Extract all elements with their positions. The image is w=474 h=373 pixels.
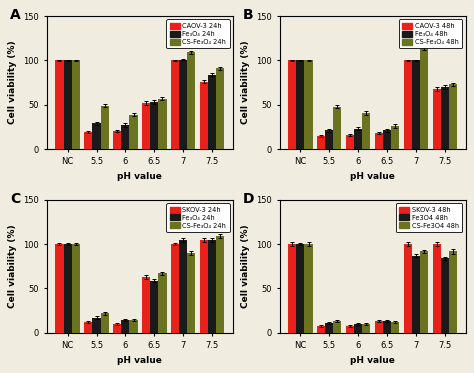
Bar xyxy=(113,324,121,333)
Bar xyxy=(208,240,216,333)
Text: D: D xyxy=(243,192,254,206)
Bar xyxy=(325,323,333,333)
Bar xyxy=(100,106,109,149)
Bar xyxy=(391,126,400,149)
Bar xyxy=(129,320,137,333)
Bar xyxy=(171,244,179,333)
Text: C: C xyxy=(10,192,20,206)
Bar xyxy=(171,60,179,149)
Bar xyxy=(64,244,72,333)
Bar xyxy=(142,277,150,333)
Bar xyxy=(55,60,64,149)
Bar xyxy=(412,256,420,333)
Bar xyxy=(100,313,109,333)
Bar xyxy=(325,131,333,149)
Bar xyxy=(150,102,158,149)
Bar xyxy=(433,244,441,333)
Y-axis label: Cell viability (%): Cell viability (%) xyxy=(9,41,18,125)
Bar xyxy=(404,60,412,149)
Bar xyxy=(383,131,391,149)
Bar xyxy=(383,321,391,333)
Bar xyxy=(142,103,150,149)
Bar xyxy=(200,240,208,333)
Bar xyxy=(433,89,441,149)
Bar xyxy=(412,60,420,149)
Bar xyxy=(375,133,383,149)
Bar xyxy=(296,60,304,149)
Bar xyxy=(391,322,400,333)
Bar xyxy=(317,136,325,149)
X-axis label: pH value: pH value xyxy=(350,172,395,181)
Bar xyxy=(208,75,216,149)
Legend: CAOV-3 48h, Fe₃O₄ 48h, CS-Fe₃O₄ 48h: CAOV-3 48h, Fe₃O₄ 48h, CS-Fe₃O₄ 48h xyxy=(399,19,462,48)
X-axis label: pH value: pH value xyxy=(118,356,162,365)
Bar xyxy=(55,244,64,333)
Bar xyxy=(441,258,449,333)
Bar xyxy=(333,107,341,149)
Bar xyxy=(179,60,187,149)
Bar xyxy=(317,326,325,333)
Bar xyxy=(200,82,208,149)
Bar xyxy=(346,326,354,333)
Bar xyxy=(150,280,158,333)
Bar xyxy=(121,125,129,149)
Bar xyxy=(72,60,80,149)
Bar xyxy=(420,251,428,333)
X-axis label: pH value: pH value xyxy=(350,356,395,365)
Bar xyxy=(362,324,370,333)
Legend: SKOV-3 48h, Fe3O4 48h, CS-Fe3O4 48h: SKOV-3 48h, Fe3O4 48h, CS-Fe3O4 48h xyxy=(396,203,462,232)
Bar xyxy=(362,113,370,149)
Bar xyxy=(216,236,224,333)
Bar xyxy=(288,60,296,149)
Bar xyxy=(420,48,428,149)
Text: A: A xyxy=(10,8,20,22)
Bar xyxy=(72,244,80,333)
Bar xyxy=(129,115,137,149)
Bar xyxy=(113,131,121,149)
Legend: SKOV-3 24h, Fe₃O₄ 24h, CS-Fe₃O₄ 24h: SKOV-3 24h, Fe₃O₄ 24h, CS-Fe₃O₄ 24h xyxy=(166,203,229,232)
Bar xyxy=(216,68,224,149)
Bar xyxy=(179,240,187,333)
Bar xyxy=(92,318,100,333)
Bar xyxy=(449,251,457,333)
Bar xyxy=(354,324,362,333)
Bar xyxy=(92,123,100,149)
Legend: CAOV-3 24h, Fe₃O₄ 24h, CS-Fe₃O₄ 24h: CAOV-3 24h, Fe₃O₄ 24h, CS-Fe₃O₄ 24h xyxy=(166,19,229,48)
Bar xyxy=(121,320,129,333)
Bar xyxy=(288,244,296,333)
Bar xyxy=(333,321,341,333)
Bar xyxy=(158,273,166,333)
Y-axis label: Cell viability (%): Cell viability (%) xyxy=(241,41,250,125)
Text: B: B xyxy=(243,8,253,22)
Bar xyxy=(404,244,412,333)
Bar xyxy=(187,53,195,149)
Bar xyxy=(346,135,354,149)
Y-axis label: Cell viability (%): Cell viability (%) xyxy=(241,225,250,308)
Bar xyxy=(84,322,92,333)
Bar xyxy=(304,60,312,149)
Bar xyxy=(449,84,457,149)
Bar xyxy=(441,87,449,149)
Y-axis label: Cell viability (%): Cell viability (%) xyxy=(9,225,18,308)
Bar xyxy=(296,244,304,333)
Bar xyxy=(84,132,92,149)
Bar xyxy=(304,244,312,333)
Bar xyxy=(158,98,166,149)
Bar xyxy=(64,60,72,149)
Bar xyxy=(375,321,383,333)
X-axis label: pH value: pH value xyxy=(118,172,162,181)
Bar xyxy=(354,129,362,149)
Bar xyxy=(187,253,195,333)
